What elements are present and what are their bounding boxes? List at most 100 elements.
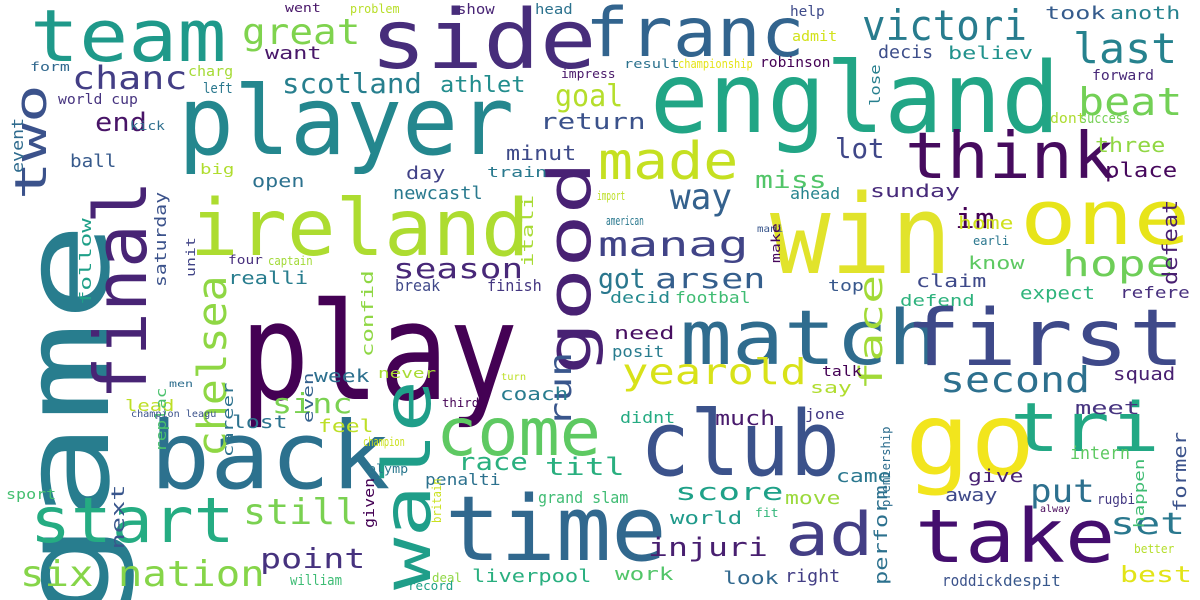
word-never: never [378, 366, 437, 382]
word-impress: impress [561, 67, 616, 81]
word-intern: intern [1070, 443, 1131, 464]
word-want: want [265, 43, 322, 64]
word-result: result [624, 57, 680, 71]
word-footbal: footbal [675, 288, 751, 307]
word-american: american [606, 214, 644, 228]
word-admit: admit [792, 29, 838, 45]
word-went: went [285, 1, 321, 15]
word-problem: problem [350, 2, 400, 16]
word-itali: itali [518, 194, 537, 267]
word-robinson: robinson [760, 55, 831, 71]
word-success: success [1080, 111, 1131, 127]
word-follow: follow [76, 218, 95, 305]
word-victori: victori [862, 1, 1028, 50]
word-squad: squad [1113, 364, 1176, 385]
word-player: player [178, 67, 515, 177]
word-roddick: roddick [942, 571, 1003, 590]
word-make: make [769, 223, 783, 263]
word-believ: believ [948, 43, 1034, 64]
word-work: work [615, 564, 674, 585]
word-better: better [1134, 542, 1175, 556]
word-titl: titl [545, 453, 625, 481]
word-hope: hope [1062, 244, 1174, 285]
word-minut: minut [506, 141, 577, 165]
word-win: win [770, 171, 952, 299]
word-sinc: sinc [272, 387, 353, 420]
word-world-cup: world cup [58, 92, 138, 108]
word-open: open [252, 171, 305, 192]
word-decid: decid [610, 288, 671, 307]
word-kick: kick [130, 119, 165, 133]
word-match: match [680, 293, 940, 382]
word-world: world [670, 508, 743, 529]
word-train: train [487, 165, 548, 181]
word-season: season [393, 252, 524, 285]
word-final: final [79, 180, 163, 400]
word-refere: refere [1120, 283, 1190, 302]
word-ball: ball [70, 151, 117, 172]
word-charg: charg [188, 64, 234, 80]
word-lost: lost [232, 412, 288, 433]
word-took: took [1045, 3, 1106, 24]
word-grand-slam: grand slam [538, 488, 629, 507]
word-franc: franc [585, 0, 805, 73]
word-way: way [670, 177, 733, 218]
word-day: day [406, 163, 446, 184]
word-help: help [790, 4, 825, 20]
word-next: next [108, 484, 129, 550]
word-score: score [675, 478, 784, 506]
word-first: first [905, 294, 1185, 384]
word-away: away [945, 485, 998, 506]
word-play: play [240, 274, 519, 431]
word-ahead: ahead [790, 184, 841, 203]
word-champion-leagu: champion leagu [131, 409, 217, 420]
word-club: club [640, 392, 840, 497]
word-take: take [915, 494, 1116, 580]
word-sunday: sunday [870, 181, 961, 202]
word-four: four [228, 253, 263, 267]
word-third: third [442, 396, 480, 410]
word-still: still [243, 492, 359, 533]
word-posit: posit [612, 342, 665, 361]
word-claim: claim [916, 271, 987, 292]
word-ireland: ireland [190, 184, 530, 274]
word-last: last [1073, 24, 1178, 73]
word-athlet: athlet [440, 73, 526, 98]
word-confid: confid [358, 270, 377, 357]
word-look: look [723, 568, 779, 589]
word-come: come [436, 394, 601, 471]
word-team: team [30, 0, 227, 78]
word-end: end [95, 108, 147, 138]
word-talk: talk [822, 364, 862, 380]
word-sport: sport [6, 487, 57, 503]
word-need: need [614, 323, 675, 344]
word-race: race [458, 448, 528, 476]
word-home: home [958, 213, 1014, 234]
word-import: import [597, 189, 626, 203]
word-record: record [408, 579, 454, 593]
word-forward: forward [1092, 68, 1155, 84]
word-came: came [836, 466, 892, 487]
word-tri: tri [1010, 389, 1160, 468]
word-unit: unit [184, 237, 198, 277]
word-william: william [290, 573, 343, 589]
word-arsen: arsen [655, 262, 766, 295]
word-finish: finish [487, 276, 542, 295]
word-britain: britain [430, 478, 444, 523]
word-left: left [203, 81, 233, 97]
word-former: former [1170, 431, 1191, 512]
word-three: three [1095, 133, 1166, 157]
word-olymp: olymp [368, 462, 409, 476]
word-place: place [1105, 158, 1178, 182]
word-defeat: defeat [1158, 199, 1182, 285]
word-put: put [1030, 472, 1095, 510]
word-show: show [457, 2, 495, 18]
word-goal: goal [555, 79, 624, 114]
word-set: set [1110, 507, 1186, 542]
word-earli: earli [973, 234, 1010, 248]
word-made: made [598, 132, 739, 192]
word-yearold: yearold [622, 352, 807, 393]
word-lose: lose [868, 64, 884, 106]
word-break: break [395, 276, 441, 295]
word-give: give [968, 466, 1024, 487]
